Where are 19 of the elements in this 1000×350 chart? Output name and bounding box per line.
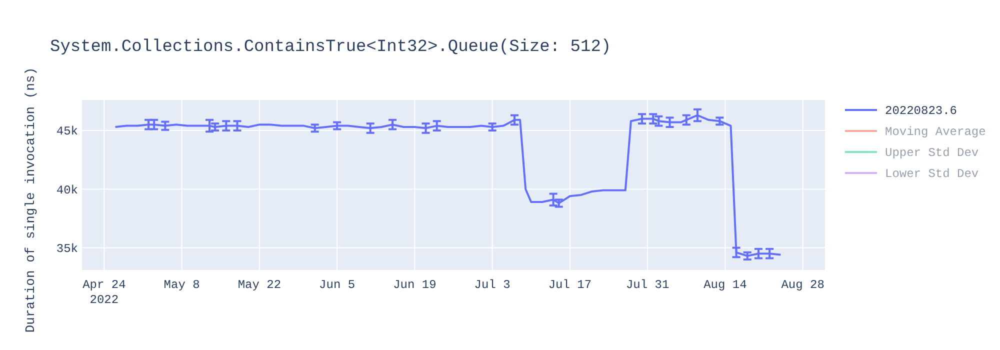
y-tick-label: 35k	[56, 242, 78, 256]
y-tick-label: 45k	[56, 124, 78, 139]
x-tick-label: Jun 5	[319, 278, 356, 292]
y-tick-label: 40k	[56, 183, 78, 198]
x-tick-label: Jun 19	[393, 278, 436, 292]
legend-label: 20220823.6	[885, 104, 958, 118]
x-tick-label: May 8	[164, 278, 200, 292]
x-tick-label: May 22	[238, 278, 282, 292]
x-tick-label: Apr 24 2022	[82, 278, 126, 307]
y-axis-title: Duration of single invocation (ns)	[23, 67, 38, 333]
legend-label: Lower Std Dev	[885, 167, 979, 182]
x-tick-label: Jul 17	[548, 278, 592, 292]
legend-label: Upper Std Dev	[885, 146, 979, 160]
x-tick-label: Jul 31	[626, 278, 670, 292]
x-tick-label: Aug 28	[781, 278, 824, 292]
x-tick-label: Jul 3	[474, 278, 510, 292]
chart-title: System.Collections.ContainsTrue<Int32>.Queue(Size: 512)	[50, 38, 612, 57]
legend-label: Moving Average	[885, 125, 986, 140]
x-tick-label: Aug 14	[704, 278, 747, 292]
